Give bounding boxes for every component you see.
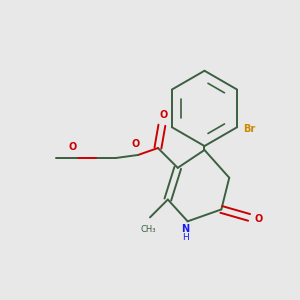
- Text: N: N: [182, 224, 190, 234]
- Text: Br: Br: [243, 124, 255, 134]
- Text: O: O: [254, 214, 262, 224]
- Text: O: O: [131, 139, 139, 149]
- Text: CH₃: CH₃: [140, 225, 156, 234]
- Text: H: H: [182, 233, 189, 242]
- Text: O: O: [160, 110, 168, 120]
- Text: O: O: [69, 142, 77, 152]
